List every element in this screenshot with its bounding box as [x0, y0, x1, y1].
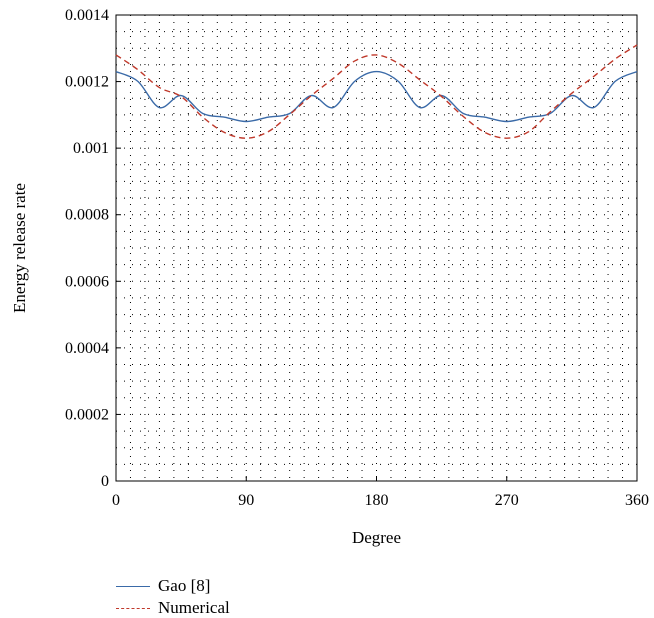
- legend-label-gao: Gao [8]: [158, 576, 211, 595]
- x-tick-label: 0: [112, 492, 120, 509]
- legend-item-numerical: Numerical: [116, 598, 230, 618]
- legend-item-gao: Gao [8]: [116, 576, 210, 596]
- y-tick-label: 0.0002: [65, 406, 109, 423]
- series-lines: [115, 44, 638, 139]
- x-tick-label: 360: [625, 492, 649, 509]
- y-tick-label: 0.0014: [65, 7, 109, 24]
- legend: Gao [8] Numerical: [116, 576, 416, 617]
- series-line-gao: [115, 70, 638, 123]
- y-tick-label: 0.0008: [65, 207, 109, 224]
- series-line-numerical: [115, 44, 638, 139]
- y-tick-label: 0: [101, 473, 109, 490]
- y-tick-label: 0.0004: [65, 340, 109, 357]
- grid: [116, 15, 637, 481]
- legend-swatch-numerical: [116, 607, 150, 609]
- x-tick-label: 90: [238, 492, 254, 509]
- y-tick-label: 0.0006: [65, 273, 109, 290]
- x-axis-title: Degree: [352, 528, 401, 547]
- axis-tick-labels: 0 90 180 270 360 0 0.0002 0.0004 0.0006 0.0008 0.0…: [65, 7, 649, 509]
- x-tick-label: 180: [365, 492, 389, 509]
- y-tick-label: 0.0012: [65, 74, 109, 91]
- y-tick-label: 0.001: [73, 140, 109, 157]
- axis-ticks: [115, 14, 638, 482]
- legend-label-numerical: Numerical: [158, 598, 230, 617]
- legend-swatch-gao: [116, 585, 150, 587]
- y-axis-title: Energy release rate: [10, 183, 29, 313]
- x-tick-label: 270: [495, 492, 519, 509]
- plot-area-frame: [115, 14, 638, 482]
